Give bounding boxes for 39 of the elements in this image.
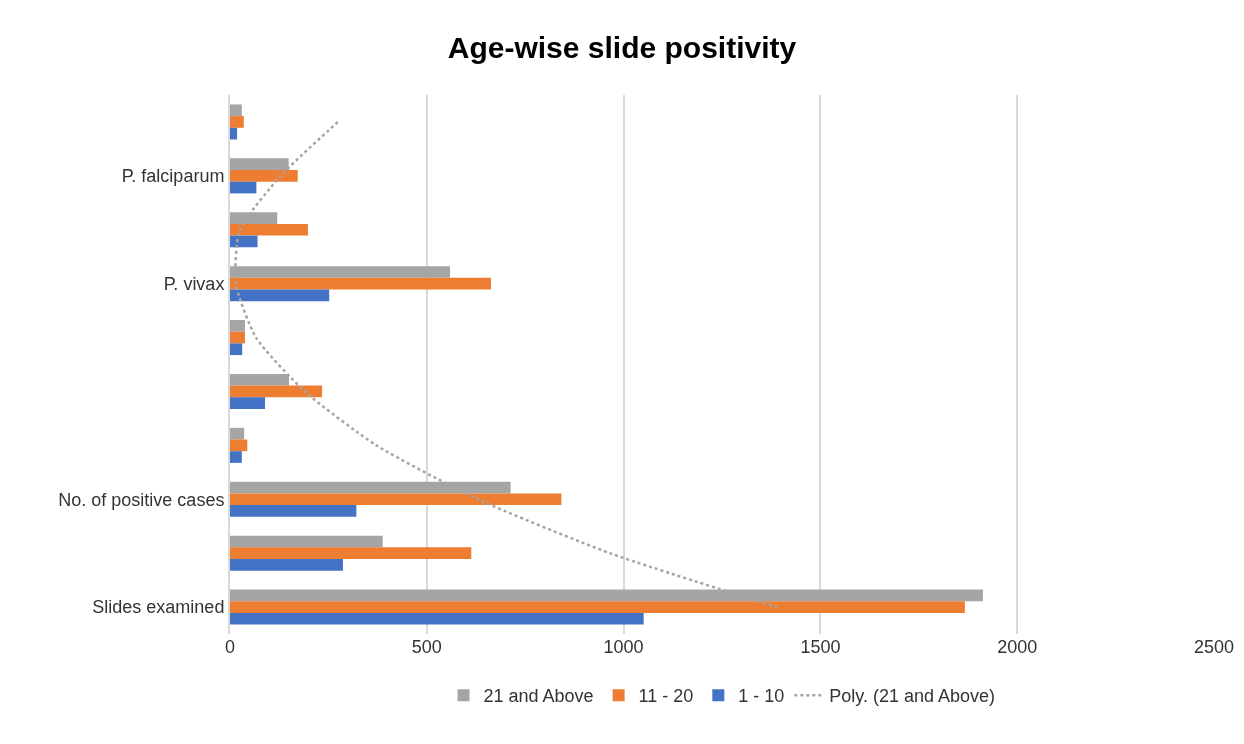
bar bbox=[230, 505, 357, 517]
bar bbox=[230, 612, 644, 625]
y-tick-label: P. falciparum bbox=[121, 166, 225, 187]
bar bbox=[230, 104, 242, 117]
bar bbox=[230, 535, 383, 548]
y-tick-label: No. of positive cases bbox=[58, 489, 225, 510]
x-tick-label: 500 bbox=[411, 637, 442, 657]
bar bbox=[230, 320, 245, 332]
bar bbox=[230, 397, 266, 409]
x-tick-label: 1500 bbox=[800, 637, 841, 657]
y-tick-label: Slides examined bbox=[92, 597, 225, 618]
bar bbox=[230, 289, 330, 302]
bar bbox=[230, 223, 308, 236]
legend-label: 11 - 20 bbox=[638, 686, 694, 707]
bar bbox=[230, 331, 245, 344]
bar bbox=[230, 181, 257, 194]
y-tick-label: P. vivax bbox=[163, 273, 225, 294]
bar bbox=[230, 235, 258, 248]
x-tick-label: 0 bbox=[224, 637, 236, 657]
bar bbox=[230, 343, 243, 356]
bar bbox=[230, 277, 491, 290]
chart-title: Age-wise slide positivity bbox=[447, 31, 797, 65]
legend-label: 1 - 10 bbox=[738, 686, 785, 707]
bar bbox=[230, 116, 244, 128]
bar bbox=[230, 451, 242, 463]
x-tick-label: 2500 bbox=[1193, 637, 1235, 657]
bar bbox=[230, 601, 965, 613]
legend-label: 21 and Above bbox=[483, 686, 594, 707]
bar bbox=[230, 558, 343, 571]
bar bbox=[230, 439, 248, 452]
legend-label: Poly. (21 and Above) bbox=[829, 686, 996, 707]
bar bbox=[230, 127, 238, 140]
x-tick-label: 1000 bbox=[603, 637, 644, 657]
bar bbox=[230, 385, 323, 398]
x-tick-label: 2000 bbox=[997, 637, 1038, 657]
bar bbox=[230, 170, 298, 182]
bar bbox=[230, 427, 245, 440]
bar bbox=[230, 493, 562, 506]
bar bbox=[230, 547, 472, 559]
